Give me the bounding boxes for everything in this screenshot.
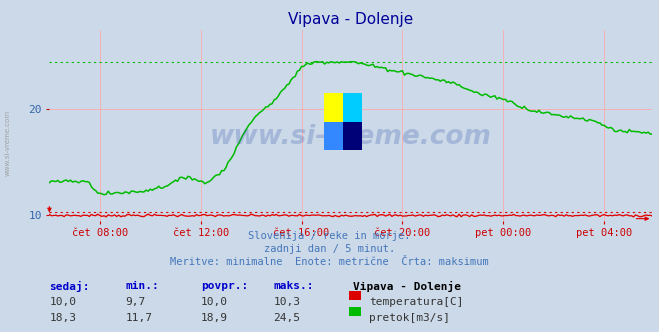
Text: sedaj:: sedaj: (49, 281, 90, 291)
Text: 10,0: 10,0 (201, 297, 228, 307)
Bar (343, 122, 362, 150)
Bar (343, 93, 362, 122)
Text: pretok[m3/s]: pretok[m3/s] (369, 313, 450, 323)
Text: 9,7: 9,7 (125, 297, 146, 307)
Text: povpr.:: povpr.: (201, 281, 248, 290)
Bar (324, 93, 343, 122)
Bar (324, 122, 343, 150)
Text: maks.:: maks.: (273, 281, 314, 290)
Text: www.si-vreme.com: www.si-vreme.com (210, 124, 492, 150)
Text: Meritve: minimalne  Enote: metrične  Črta: maksimum: Meritve: minimalne Enote: metrične Črta:… (170, 257, 489, 267)
Text: Vipava - Dolenje: Vipava - Dolenje (353, 281, 461, 291)
Title: Vipava - Dolenje: Vipava - Dolenje (288, 12, 414, 27)
Text: 18,3: 18,3 (49, 313, 76, 323)
Text: Slovenija / reke in morje.: Slovenija / reke in morje. (248, 231, 411, 241)
Text: 11,7: 11,7 (125, 313, 152, 323)
Text: 24,5: 24,5 (273, 313, 301, 323)
Text: 18,9: 18,9 (201, 313, 228, 323)
Text: temperatura[C]: temperatura[C] (369, 297, 463, 307)
Text: www.si-vreme.com: www.si-vreme.com (5, 110, 11, 176)
Text: zadnji dan / 5 minut.: zadnji dan / 5 minut. (264, 244, 395, 254)
Text: 10,0: 10,0 (49, 297, 76, 307)
Text: min.:: min.: (125, 281, 159, 290)
Text: 10,3: 10,3 (273, 297, 301, 307)
